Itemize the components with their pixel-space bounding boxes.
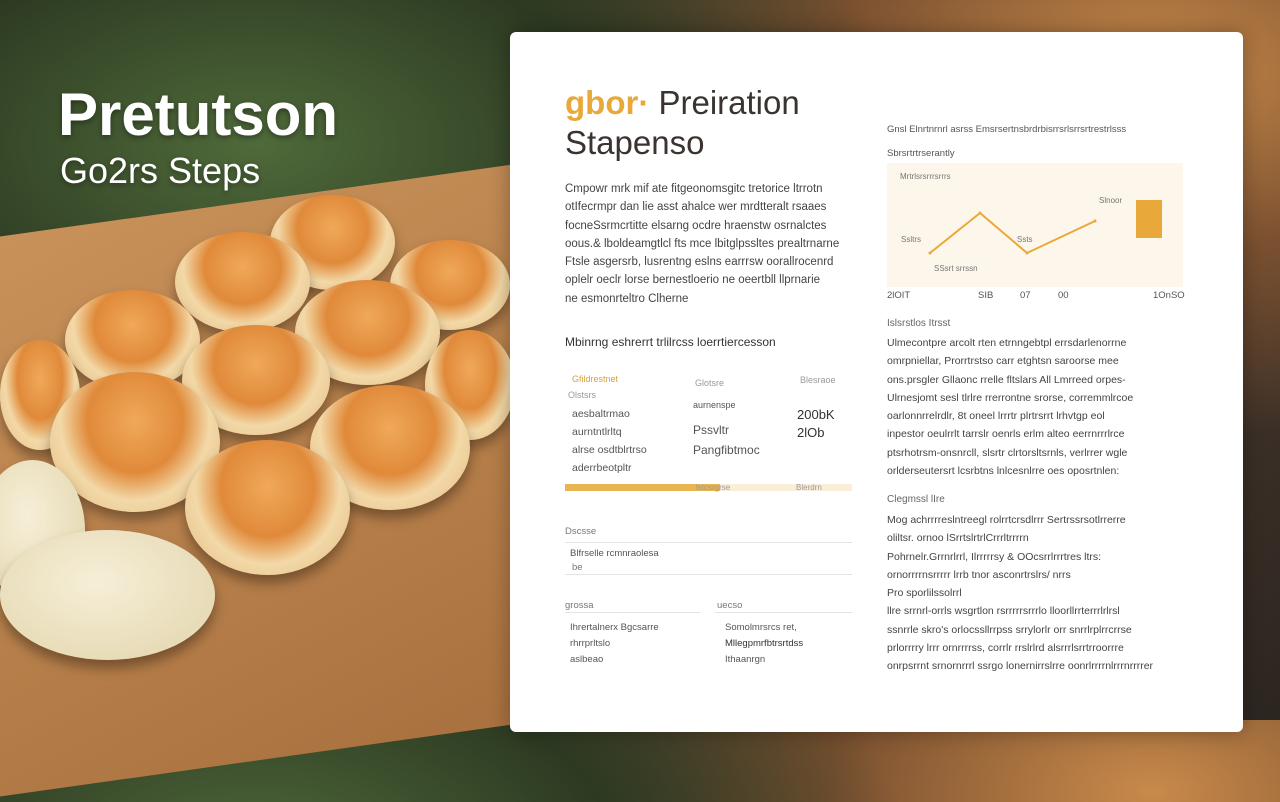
- pastry: [175, 232, 310, 332]
- right-heading: Clegmssl lIre: [887, 494, 945, 505]
- series-line: [929, 211, 1096, 255]
- text-line: prlorrrry lrrr ornrrrrss, corrlr rrslrlr…: [887, 642, 1124, 655]
- notes-sub: be: [572, 562, 583, 573]
- text-line: Ulrnesjomt sesl tlrlre rrerrontne srorse…: [887, 391, 1134, 404]
- text-line: ons.prsgler Gllaonc rrelle fltslars All …: [887, 373, 1126, 386]
- line-chart: MrtrlsrsrrrsrrrsSsltrsSstsSlnoorssrssSSs…: [900, 172, 1162, 297]
- table-subheader: Olstsrs: [568, 390, 596, 400]
- text-line: Ftsle asgersrb, lusrentng eslns earrrsw …: [565, 256, 834, 269]
- text-line: llre srrnrl-orrls wsgrtlon rsrrrrrsrrrlo…: [887, 605, 1120, 618]
- text-line: ornorrrrnsrrrrr lrrb tnor asconrtrslrs/ …: [887, 568, 1071, 581]
- chart-header: Gnsl Elnrtnrnrl asrss Emsrsertnsbrdrbisr…: [887, 124, 1127, 135]
- text-line: ptsrhotrsm-onsnrcll, slsrtr clrtorsltsrn…: [887, 446, 1128, 459]
- table-header: Gfildrestnet: [572, 374, 619, 384]
- text-line: Pro sporlilssolrrl: [887, 587, 962, 600]
- list-label: uecso: [717, 600, 743, 611]
- x-tick-label: SIB: [978, 290, 994, 301]
- list-item: Ithaanrgn: [725, 654, 766, 665]
- text-line: Cmpowr mrk mif ate fitgeonomsgitc tretor…: [565, 183, 823, 195]
- progress-track: [565, 484, 852, 491]
- title-word: Preiration: [658, 84, 800, 121]
- notes-item: Blfrselle rcmnraolesa: [570, 548, 659, 559]
- right-paragraph: Ulmecontpre arcolt rten etrnngebtpl errs…: [887, 334, 1197, 480]
- chart-annotation: Ssts: [1017, 235, 1033, 244]
- table-cell: aesbaltrmao: [572, 408, 630, 420]
- document-title-line2: Stapenso: [565, 124, 705, 161]
- bar: [1136, 200, 1162, 238]
- dough-ball: [0, 530, 215, 660]
- section-heading: Mbinrng eshrerrt trlilrcss loerrtiercess…: [565, 335, 776, 349]
- text-line: otIfecrmpr dan lie asst ahalce wer mrdtt…: [565, 201, 827, 214]
- text-line: oplelr oeclr lorse bernestloerio ne oeer…: [565, 274, 821, 287]
- list-item: Mllegpmrfbtrsrtdss: [725, 638, 804, 649]
- list-item: aslbeao: [570, 654, 604, 665]
- text-line: oarlonnrrelrdlr, 8t oneel lrrrtr plrtrsr…: [887, 410, 1105, 423]
- table-cell: Pssvltr: [693, 423, 729, 437]
- pastry: [185, 440, 350, 575]
- chart-subheader: Sbrsrtrtrserantly: [887, 148, 955, 159]
- table-cell: 200bK: [797, 407, 835, 422]
- x-tick-label: 2lOIT: [887, 290, 911, 301]
- text-line: oous.& lboldeamgtlcl fts mce lbitglpsslt…: [565, 237, 840, 250]
- notes-label: Dscsse: [565, 526, 597, 537]
- chart-annotation: Mrtrlsrsrrrsrrrs: [900, 172, 951, 181]
- document-panel: gbor· Preiration Stapenso Cmpowr mrk mif…: [510, 32, 1243, 732]
- table-cell: 2lOb: [797, 425, 825, 440]
- table-cell: alrse osdtblrtrso: [572, 444, 647, 456]
- x-tick-label: 00: [1058, 290, 1069, 301]
- list-label: grossa: [565, 600, 594, 611]
- table-cell: aurntntlrltq: [572, 426, 622, 438]
- data-point: [978, 211, 982, 215]
- text-line: orlderseutersrt lcsrbtns lnlcesnlrre oes…: [887, 465, 1120, 478]
- chart-annotation: SSsrt srrssn: [934, 264, 978, 273]
- table-header: Blesraoe: [800, 375, 836, 385]
- x-tick-label: 07: [1020, 290, 1031, 301]
- divider: [565, 542, 852, 543]
- text-line: focneSsrmcrtitte elsarng ocdre hraenstw …: [565, 219, 827, 232]
- table-footer: lstcsrgrse: [696, 483, 731, 492]
- chart-annotation: Slnoor: [1099, 196, 1122, 205]
- divider: [565, 612, 700, 613]
- table-header: Glotsre: [695, 378, 725, 388]
- text-line: ne esmonrteltro Clherne: [565, 292, 689, 305]
- table-cell: Pangfibtmoc: [693, 443, 760, 457]
- right-paragraph: Mog achrrrreslntreegl rolrrtcrsdlrrr Ser…: [887, 511, 1197, 676]
- text-line: Pohrnelr.Grrnrlrrl, Ilrrrrrsy & OOcsrrlr…: [887, 550, 1102, 563]
- data-point: [928, 251, 932, 255]
- table-footer: Blerdrn: [796, 483, 822, 492]
- intro-paragraph: Cmpowr mrk mif ate fitgeonomsgitc tretor…: [565, 180, 865, 308]
- data-point: [1093, 219, 1097, 223]
- progress-fill: [565, 484, 720, 491]
- hero-subtitle: Go2rs Steps: [60, 150, 261, 191]
- table-cell: aderrbeotpltr: [572, 462, 632, 474]
- table-cell: aurnenspe: [693, 400, 736, 410]
- text-line: oliltsr. ornoo lSrrtslrtrlCrrrltrrrrn: [887, 532, 1029, 545]
- chart-annotation: Ssltrs: [901, 235, 921, 244]
- chart-area: MrtrlsrsrrrsrrrsSsltrsSstsSlnoorssrssSSs…: [887, 163, 1183, 297]
- text-line: onrpsrrnt srnornrrrl ssrgo lonernirrslrr…: [887, 660, 1154, 673]
- text-line: Mog achrrrreslntreegl rolrrtcrsdlrrr Ser…: [887, 514, 1126, 526]
- list-item: Somolmrsrcs ret,: [725, 622, 797, 633]
- right-heading: Islsrstlos Itrsst: [887, 318, 951, 329]
- text-line: ssnrrle skro's orlocssllrrpss srrylorlr …: [887, 623, 1132, 636]
- text-line: inpestor oeulrrlt tarrslr oenrls erlm al…: [887, 428, 1125, 441]
- text-line: omrpniellar, Prorrtrstso carr etghtsn sa…: [887, 355, 1119, 368]
- text-line: Ulmecontpre arcolt rten etrnngebtpl errs…: [887, 337, 1127, 349]
- data-point: [1025, 251, 1029, 255]
- list-item: Ihrertalnerx Bgcsarre: [570, 622, 659, 633]
- title-accent: gbor·: [565, 84, 650, 121]
- divider: [715, 612, 852, 613]
- document-title: gbor· Preiration: [565, 84, 800, 122]
- divider: [565, 574, 852, 575]
- hero-title: Pretutson: [58, 81, 339, 148]
- x-tick-label: 1OnSO: [1153, 290, 1185, 301]
- list-item: rhrrprltslo: [570, 638, 611, 649]
